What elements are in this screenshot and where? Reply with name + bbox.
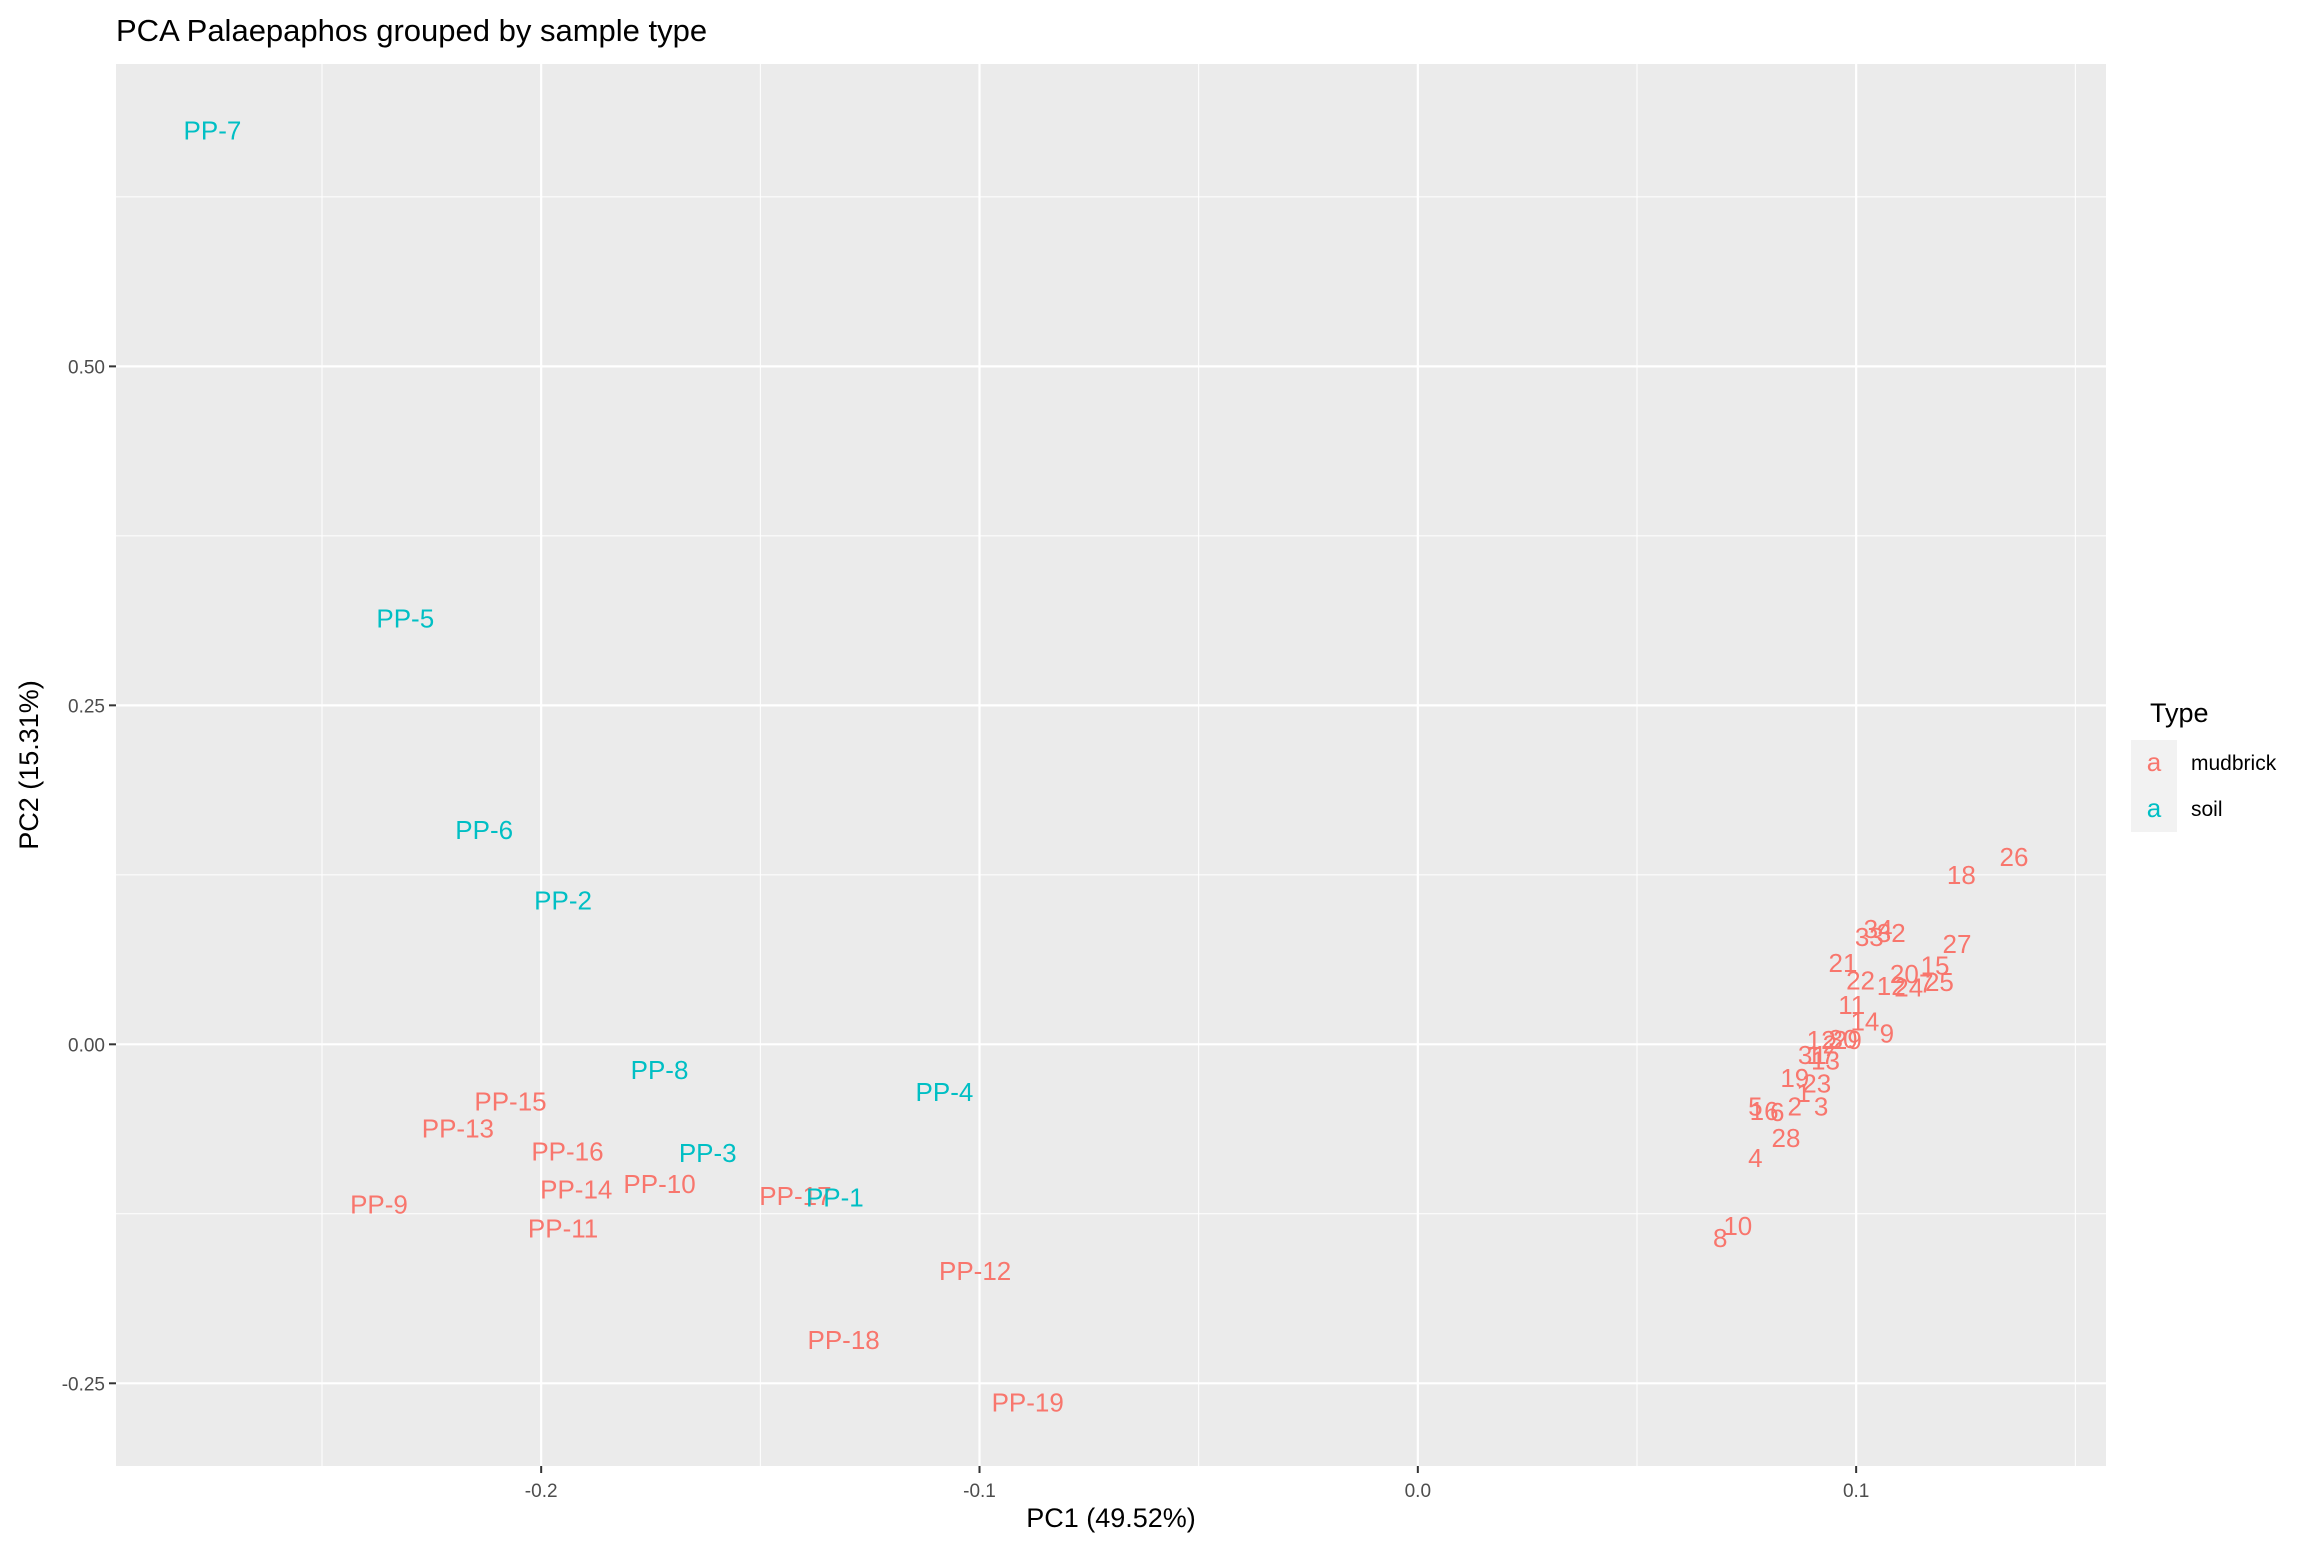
y-tick-label: 0.50 [68, 357, 105, 378]
point-label: 16 [1750, 1096, 1779, 1126]
point-label: 8 [1713, 1223, 1727, 1253]
point-label: PP-15 [474, 1086, 546, 1116]
point-label: 9 [1880, 1018, 1894, 1048]
point-label: 3 [1814, 1092, 1828, 1122]
point-label: PP-11 [528, 1214, 598, 1244]
point-label: PP-4 [916, 1077, 974, 1107]
y-axis: -0.25 0.00 0.25 0.50 [62, 357, 116, 1395]
point-label: 4 [1748, 1143, 1762, 1173]
point-label: 20 [1890, 959, 1919, 989]
legend-label: soil [2191, 798, 2223, 821]
point-label: PP-7 [184, 115, 242, 145]
grid-major [116, 64, 2106, 1466]
point-label: 23 [1802, 1069, 1831, 1099]
point-label: 26 [1999, 842, 2028, 872]
point-label: 14 [1850, 1006, 1879, 1036]
y-tick-label: 0.00 [68, 1035, 105, 1056]
point-label: 22 [1846, 966, 1875, 996]
point-label: PP-14 [540, 1174, 612, 1204]
point-label: PP-19 [992, 1387, 1064, 1417]
point-label: PP-3 [679, 1138, 737, 1168]
point-label: PP-17 [759, 1181, 831, 1211]
point-label: PP-16 [531, 1136, 603, 1166]
point-label: PP-10 [623, 1169, 695, 1199]
point-label: 33 [1855, 922, 1884, 952]
legend-key-glyph: a [2147, 747, 2162, 777]
point-label: PP-2 [534, 886, 592, 916]
point-label: 19 [1780, 1063, 1809, 1093]
legend-label: mudbrick [2191, 752, 2277, 775]
point-label: 29 [1833, 1025, 1862, 1055]
legend-keys: a mudbrick a soil [2131, 740, 2277, 832]
x-tick-label: -0.2 [525, 1481, 558, 1502]
x-tick-label: -0.1 [963, 1481, 996, 1502]
grid-minor [116, 64, 2106, 1466]
point-label: 6 [1770, 1097, 1784, 1127]
point-label: 2 [1788, 1092, 1802, 1122]
legend-key-box [2131, 740, 2177, 786]
x-tick-label: 0.1 [1843, 1481, 1869, 1502]
legend: Type a mudbrick a soil [2131, 698, 2277, 832]
point-label: PP-9 [350, 1189, 408, 1219]
point-label: 12 [1807, 1025, 1836, 1055]
point-label: PP-1 [806, 1183, 864, 1213]
point-label: PP-5 [376, 604, 434, 634]
chart-title: PCA Palaepaphos grouped by sample type [116, 13, 707, 48]
point-label: 27 [1943, 929, 1972, 959]
point-label: 17 [1807, 1040, 1836, 1070]
point-label: PP-13 [422, 1113, 494, 1143]
point-label: 30 [1829, 1024, 1858, 1054]
point-label: 18 [1947, 860, 1976, 890]
point-label: 15 [1921, 951, 1950, 981]
point-label: 32 [1877, 918, 1906, 948]
legend-key-box [2131, 786, 2177, 832]
plot-panel [116, 64, 2106, 1466]
point-label: 34 [1864, 914, 1893, 944]
point-label: 24 [1894, 972, 1923, 1002]
point-label: PP-8 [631, 1055, 689, 1085]
point-label: PP-6 [455, 815, 513, 845]
point-label: 31 [1798, 1040, 1827, 1070]
point-label: 10 [1723, 1211, 1752, 1241]
y-tick-label: -0.25 [62, 1374, 105, 1395]
legend-title: Type [2150, 698, 2209, 728]
point-label: 25 [1925, 967, 1954, 997]
point-label: 5 [1748, 1092, 1762, 1122]
point-label: 21 [1829, 948, 1858, 978]
y-tick-label: 0.25 [68, 696, 105, 717]
point-label: 7 [1919, 968, 1933, 998]
x-axis-title: PC1 (49.52%) [1026, 1503, 1196, 1533]
point-label: 28 [1772, 1123, 1801, 1153]
point-label: 12 [1877, 971, 1906, 1001]
x-axis: -0.2 -0.1 0.0 0.1 [525, 1466, 1869, 1502]
point-label: 13 [1811, 1046, 1840, 1076]
point-label: PP-18 [807, 1325, 879, 1355]
point-label: 1 [1796, 1078, 1810, 1108]
x-tick-label: 0.0 [1405, 1481, 1431, 1502]
point-label: PP-12 [939, 1256, 1011, 1286]
legend-key-glyph: a [2147, 793, 2162, 823]
y-axis-title: PC2 (15.31%) [14, 680, 44, 850]
point-label: 2 [1823, 1029, 1837, 1059]
point-label: 11 [1838, 990, 1865, 1020]
